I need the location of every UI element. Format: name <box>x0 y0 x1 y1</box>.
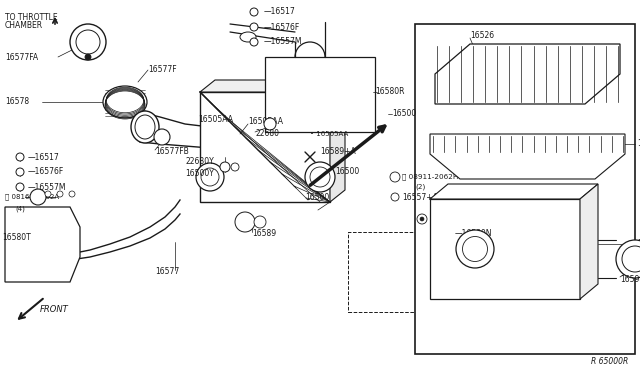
Ellipse shape <box>622 246 640 272</box>
Text: —16576F: —16576F <box>28 167 64 176</box>
Circle shape <box>45 191 51 197</box>
Ellipse shape <box>135 115 155 139</box>
Text: 16580T: 16580T <box>2 232 31 241</box>
Polygon shape <box>430 134 625 179</box>
Text: 16500: 16500 <box>335 167 359 176</box>
Circle shape <box>250 38 258 46</box>
Circle shape <box>70 24 106 60</box>
Circle shape <box>220 162 230 172</box>
Ellipse shape <box>310 167 330 187</box>
Circle shape <box>250 8 258 16</box>
Bar <box>348 232 513 312</box>
Circle shape <box>391 193 399 201</box>
Text: FRONT: FRONT <box>40 305 68 314</box>
Text: Ⓑ 08166-6162A: Ⓑ 08166-6162A <box>5 194 59 200</box>
Text: —16580N: —16580N <box>455 230 493 238</box>
Ellipse shape <box>305 162 335 192</box>
Circle shape <box>420 217 424 221</box>
Text: 16500Y: 16500Y <box>185 170 214 179</box>
Ellipse shape <box>240 32 256 42</box>
Polygon shape <box>580 184 598 299</box>
Text: 16577FB: 16577FB <box>155 148 189 157</box>
Ellipse shape <box>456 230 494 268</box>
Circle shape <box>85 54 91 60</box>
Text: 16578: 16578 <box>5 97 29 106</box>
Circle shape <box>390 172 400 182</box>
Polygon shape <box>430 184 598 199</box>
Text: 16580R: 16580R <box>375 87 404 96</box>
Circle shape <box>30 189 46 205</box>
Text: 16577FA: 16577FA <box>5 52 38 61</box>
Ellipse shape <box>131 111 159 143</box>
Text: 16505AA: 16505AA <box>198 115 233 124</box>
Circle shape <box>69 191 75 197</box>
Circle shape <box>264 118 276 130</box>
Text: 16500: 16500 <box>392 109 416 119</box>
Ellipse shape <box>196 163 224 191</box>
Polygon shape <box>5 207 80 282</box>
Circle shape <box>16 153 24 161</box>
Text: 16577F: 16577F <box>148 65 177 74</box>
Circle shape <box>250 23 258 31</box>
Ellipse shape <box>463 237 488 262</box>
Bar <box>488 292 508 312</box>
Text: (4): (4) <box>15 206 25 212</box>
Text: 16528: 16528 <box>637 240 640 248</box>
Text: (2): (2) <box>415 184 425 190</box>
Circle shape <box>154 129 170 145</box>
Ellipse shape <box>201 168 219 186</box>
Text: —16517: —16517 <box>28 153 60 161</box>
Circle shape <box>254 216 266 228</box>
Text: 16577: 16577 <box>155 267 179 276</box>
Circle shape <box>417 214 427 224</box>
Ellipse shape <box>103 86 147 118</box>
Circle shape <box>16 168 24 176</box>
Text: R 65000R: R 65000R <box>591 357 628 366</box>
Text: 22630Y: 22630Y <box>185 157 214 167</box>
Text: —16576F: —16576F <box>264 22 300 32</box>
Text: Ⓝ 08911-2062H: Ⓝ 08911-2062H <box>402 174 458 180</box>
Text: 16557+A: 16557+A <box>402 192 438 202</box>
Text: 22680: 22680 <box>255 129 279 138</box>
Text: 16589+A: 16589+A <box>320 148 356 157</box>
Polygon shape <box>200 80 345 92</box>
Circle shape <box>16 183 24 191</box>
Bar <box>430 199 580 299</box>
Text: TO THROTTLE: TO THROTTLE <box>5 13 58 22</box>
Polygon shape <box>330 80 345 202</box>
Bar <box>265 57 375 132</box>
Polygon shape <box>435 44 620 104</box>
Text: 16500: 16500 <box>305 192 329 202</box>
Polygon shape <box>200 92 330 202</box>
Text: • 16505AA: • 16505AA <box>310 131 348 137</box>
Text: 16526: 16526 <box>470 32 494 41</box>
Text: CHAMBER: CHAMBER <box>5 20 43 29</box>
Circle shape <box>231 163 239 171</box>
Circle shape <box>235 212 255 232</box>
Bar <box>415 24 635 354</box>
Text: 16589: 16589 <box>252 230 276 238</box>
Ellipse shape <box>616 240 640 278</box>
Text: —16557M: —16557M <box>264 38 303 46</box>
Text: 16505AA: 16505AA <box>248 118 283 126</box>
Text: 16598: 16598 <box>620 275 640 283</box>
Circle shape <box>57 191 63 197</box>
Text: 16546: 16546 <box>637 140 640 148</box>
Text: —16557M: —16557M <box>28 183 67 192</box>
Circle shape <box>76 30 100 54</box>
Text: —16517: —16517 <box>264 7 296 16</box>
